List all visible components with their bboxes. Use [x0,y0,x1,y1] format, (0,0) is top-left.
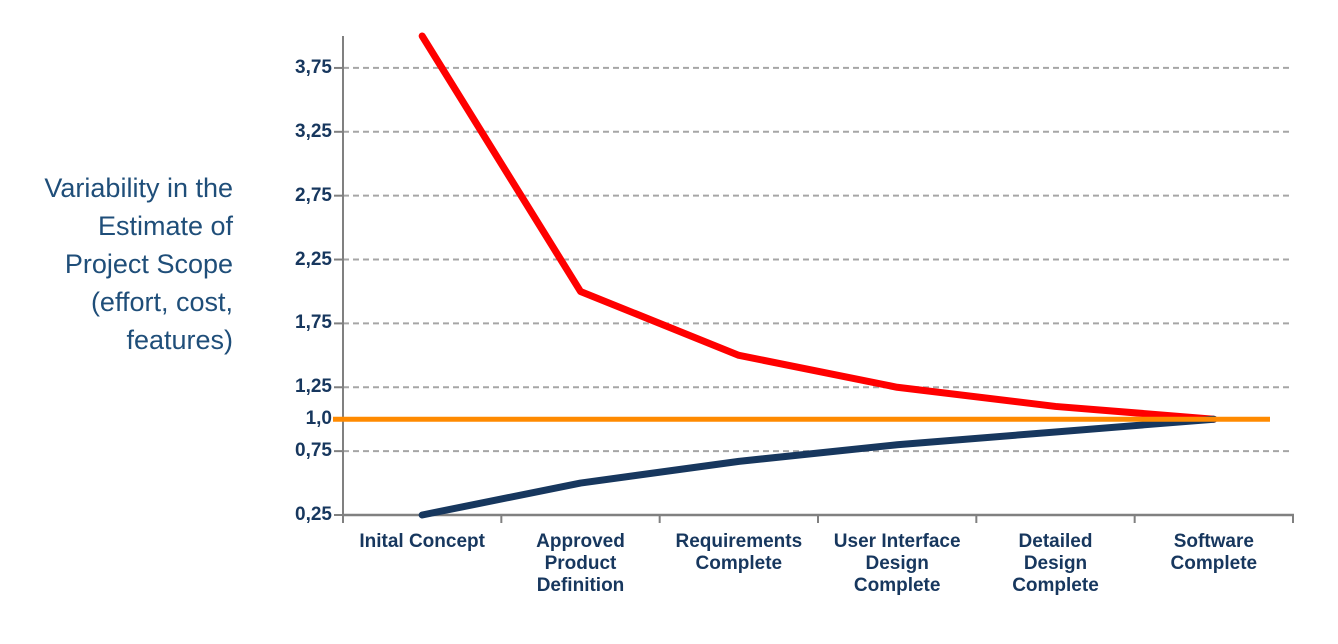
x-category-label-line: User Interface [833,531,961,552]
x-category-label: Software Complete [1137,531,1291,575]
y-tick-label: 3,25 [295,120,332,142]
y-axis-title-line: Variability in the [44,173,233,203]
y-tick-label: 1,0 [305,408,332,430]
x-category-label-line: Complete [853,575,941,596]
y-axis-title: Variability in the Estimate of Project S… [0,169,233,359]
x-category-label-line: Complete [695,553,783,574]
x-category-label-line: Complete [1170,553,1258,574]
y-axis-title-line: Project Scope [64,249,233,279]
x-category-label-line: Approved [536,531,625,552]
x-category-label-line: Software [1173,531,1254,552]
y-axis-title-line: features) [126,325,233,355]
y-tick-label: 1,75 [295,312,332,334]
x-category-label-line: Design [865,553,929,574]
y-axis-title-line: (effort, cost, [90,287,233,317]
y-tick-label: 1,25 [295,376,332,398]
y-tick-label: 0,75 [295,440,332,462]
x-category-label: Approved Product Definition [503,531,657,597]
y-tick-label: 0,25 [295,504,332,525]
x-category-label-line: Inital Concept [359,531,485,552]
x-category-label: Inital Concept [345,531,499,553]
x-category-label: User Interface Design Complete [820,531,974,597]
x-category-label-line: Definition [536,575,625,596]
y-tick-label: 2,75 [295,184,332,206]
series-estimate-lower-bound [418,415,1218,519]
x-category-label-line: Detailed [1018,531,1093,552]
y-tick-label: 3,75 [295,56,332,78]
x-category-label: Requirements Complete [662,531,816,575]
y-axis-title-line: Estimate of [97,211,233,241]
x-category-label-line: Product [544,553,617,574]
x-category-label-line: Design [1023,553,1088,574]
x-category-label-line: Complete [1012,575,1099,596]
series-estimate-upper-bound [418,32,1218,423]
y-tick-label: 2,25 [295,248,332,270]
x-category-label: Detailed Design Complete [978,531,1132,597]
x-category-label-line: Requirements [675,531,803,552]
